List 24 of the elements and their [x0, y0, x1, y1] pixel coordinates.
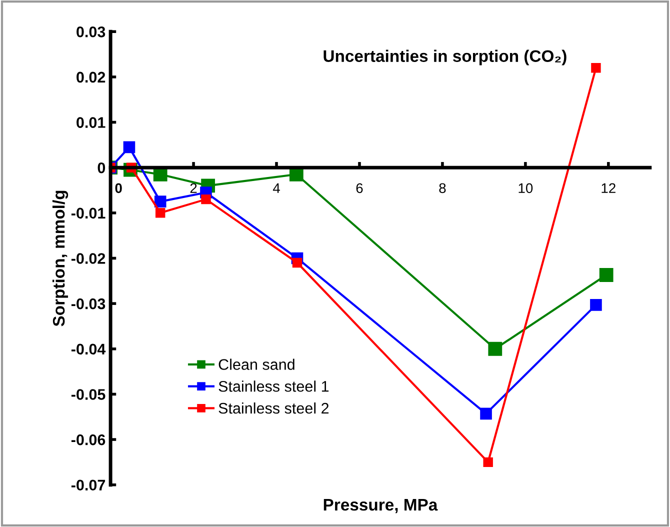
x-tick-label: 6 — [356, 183, 363, 194]
y-tick-label: 0 — [98, 162, 106, 174]
legend-label: Clean sand — [218, 358, 294, 370]
legend-label: Stainless steel 1 — [218, 380, 329, 392]
y-tick-label: -0.04 — [71, 344, 106, 355]
x-tick-label: 0 — [115, 183, 122, 194]
x-axis-title: Pressure, MPa — [324, 499, 438, 514]
y-tick-label: -0.02 — [71, 253, 106, 264]
x-tick-label: 10 — [518, 183, 533, 194]
x-tick-label: 8 — [439, 183, 446, 194]
x-tick-label: 12 — [602, 183, 616, 193]
y-axis-title: Sorption, mmol/g — [52, 190, 68, 326]
x-tick-label: 2 — [190, 183, 197, 193]
y-tick-label: -0.03 — [71, 298, 106, 310]
y-tick-label: 0.03 — [76, 26, 106, 38]
y-tick-label: 0.02 — [76, 72, 106, 83]
y-tick-label: -0.07 — [71, 480, 106, 491]
y-tick-label: 0.01 — [76, 117, 106, 128]
y-tick-label: -0.05 — [71, 389, 106, 400]
text: Uncertainties in sorption (CO₂) — [324, 50, 566, 66]
y-tick-label: -0.01 — [71, 208, 106, 219]
x-tick-label: 4 — [272, 183, 280, 193]
y-tick-label: -0.06 — [71, 434, 106, 446]
legend-label: Stainless steel 2 — [218, 402, 329, 414]
